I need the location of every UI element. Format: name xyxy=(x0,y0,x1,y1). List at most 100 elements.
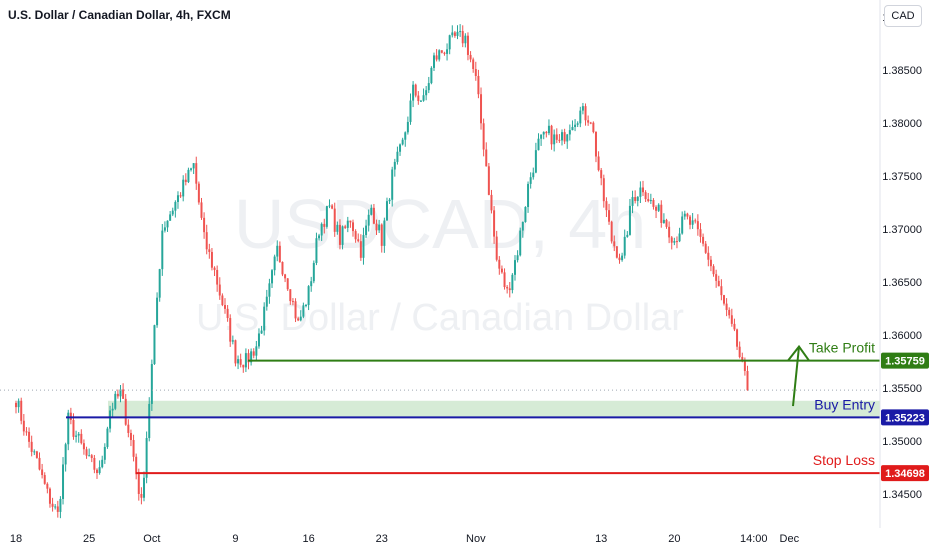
candle-body xyxy=(304,305,307,307)
candle-body xyxy=(532,172,535,178)
candle-body xyxy=(182,179,185,197)
y-tick-label: 1.34500 xyxy=(882,489,922,501)
candle-body xyxy=(736,329,739,347)
candle-body xyxy=(508,288,511,291)
watermark-name: U.S. Dollar / Canadian Dollar xyxy=(196,297,684,339)
candle-body xyxy=(265,296,268,307)
y-tick-label: 1.37000 xyxy=(882,224,922,236)
candle-body xyxy=(344,226,347,228)
candle-body xyxy=(372,207,375,224)
candle-body xyxy=(652,200,655,207)
candle-body xyxy=(354,231,357,240)
candle-body xyxy=(746,370,749,391)
candle-body xyxy=(195,163,198,184)
candle-body xyxy=(365,225,368,236)
candle-body xyxy=(443,52,446,54)
candle-body xyxy=(318,235,321,239)
candle-body xyxy=(289,289,292,302)
candle-body xyxy=(59,498,62,512)
candle-body xyxy=(336,224,339,232)
candle-body xyxy=(239,359,242,365)
currency-button[interactable]: CAD xyxy=(884,5,922,27)
candle-body xyxy=(388,199,391,202)
candle-body xyxy=(51,503,54,507)
take-profit-price-text: 1.35759 xyxy=(885,356,925,368)
candle-body xyxy=(234,340,237,364)
candle-body xyxy=(602,178,605,202)
stop-loss-label: Stop Loss xyxy=(813,452,875,468)
candle-body xyxy=(72,419,75,437)
candle-body xyxy=(271,270,274,284)
candle-body xyxy=(631,197,634,206)
candle-body xyxy=(263,306,266,331)
candle-body xyxy=(169,214,172,221)
candle-body xyxy=(221,295,224,306)
candle-body xyxy=(628,205,631,235)
watermark-symbol: USDCAD, 4h xyxy=(234,185,646,263)
candle-body xyxy=(135,456,138,475)
candle-body xyxy=(237,359,240,364)
candle-body xyxy=(252,351,255,356)
candle-body xyxy=(22,420,25,432)
candle-body xyxy=(414,84,417,96)
candle-body xyxy=(299,316,302,321)
candle-body xyxy=(370,207,373,215)
candle-body xyxy=(503,272,506,288)
candle-body xyxy=(127,424,130,433)
candle-body xyxy=(276,245,279,257)
candle-body xyxy=(459,31,462,33)
candle-body xyxy=(137,474,140,494)
candle-body xyxy=(338,224,341,245)
candle-body xyxy=(566,134,569,142)
candle-body xyxy=(741,356,744,361)
candle-body xyxy=(250,351,253,363)
candle-body xyxy=(702,236,705,244)
candle-body xyxy=(312,262,315,282)
candle-body xyxy=(281,261,284,275)
candle-body xyxy=(229,318,232,342)
candle-body xyxy=(639,187,642,197)
candle-body xyxy=(540,134,543,139)
x-tick-label: 23 xyxy=(376,533,388,545)
candle-body xyxy=(255,346,258,356)
candle-body xyxy=(673,241,676,243)
candle-body xyxy=(474,69,477,76)
candle-body xyxy=(584,106,587,121)
candle-body xyxy=(534,150,537,173)
candle-body xyxy=(636,196,639,201)
candle-body xyxy=(425,90,428,96)
candle-body xyxy=(320,223,323,236)
candle-body xyxy=(153,325,156,365)
candle-body xyxy=(143,477,146,498)
candle-body xyxy=(621,255,624,261)
candle-body xyxy=(623,236,626,256)
candle-body xyxy=(487,166,490,195)
candle-body xyxy=(480,94,483,124)
candle-body xyxy=(419,100,422,102)
candle-body xyxy=(696,221,699,230)
candle-body xyxy=(511,274,514,291)
candle-body xyxy=(260,330,263,334)
candle-body xyxy=(542,131,545,135)
candle-body xyxy=(644,192,647,200)
candle-body xyxy=(307,286,310,306)
candle-body xyxy=(399,144,402,152)
candle-body xyxy=(670,237,673,243)
candle-body xyxy=(493,210,496,237)
candle-body xyxy=(278,245,281,262)
candle-body xyxy=(417,95,420,101)
candle-body xyxy=(192,163,195,169)
candle-body xyxy=(477,75,480,95)
candle-body xyxy=(315,238,318,263)
candle-body xyxy=(284,274,287,279)
candle-body xyxy=(704,243,707,253)
candle-body xyxy=(122,389,125,399)
candle-body xyxy=(302,305,305,317)
candle-body xyxy=(500,268,503,273)
candle-body xyxy=(64,444,67,465)
candle-body xyxy=(176,195,179,202)
candle-body xyxy=(385,201,388,221)
candle-body xyxy=(613,241,616,247)
candle-body xyxy=(46,483,49,489)
